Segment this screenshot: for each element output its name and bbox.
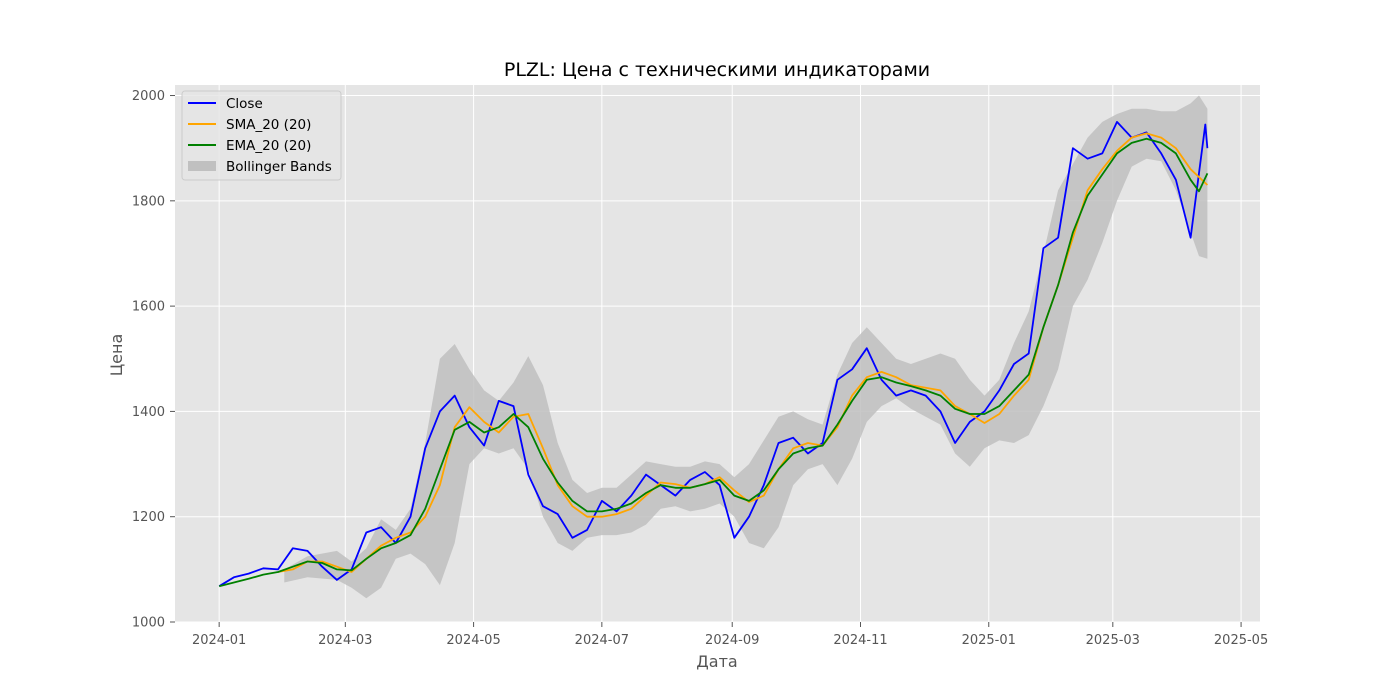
x-axis-title: Дата [696, 652, 737, 671]
y-tick-label: 1400 [132, 405, 165, 420]
bollinger-band [284, 95, 1208, 599]
x-tick-label: 2024-03 [318, 633, 372, 648]
chart-title: PLZL: Цена с техническими индикаторами [504, 59, 930, 81]
y-tick-label: 1800 [132, 194, 165, 209]
x-tick-label: 2025-03 [1086, 633, 1140, 648]
y-tick-label: 1200 [132, 510, 165, 525]
x-tick-label: 2025-05 [1214, 633, 1268, 648]
x-tick-label: 2024-05 [446, 633, 500, 648]
y-tick-label: 1000 [132, 616, 165, 631]
x-tick-label: 2024-11 [833, 633, 887, 648]
legend-swatch [188, 161, 216, 171]
legend-label: EMA_20 (20) [226, 138, 311, 154]
legend-frame [181, 90, 342, 181]
x-tick-label: 2025-01 [962, 633, 1016, 648]
x-axis-ticks: 2024-01 2024-03 2024-05 2024-07 2024-09 2024-… [192, 622, 1268, 648]
x-tick-label: 2024-01 [192, 633, 246, 648]
x-tick-label: 2024-07 [575, 633, 629, 648]
y-axis-title: Цена [107, 334, 126, 377]
legend-label: SMA_20 (20) [226, 117, 311, 133]
x-tick-label: 2024-09 [705, 633, 759, 648]
bollinger-bands-area [284, 95, 1208, 599]
y-tick-label: 2000 [132, 89, 165, 104]
series-line-close [218, 121, 1209, 587]
legend: Close SMA_20 (20) EMA_20 (20) Bollinger Ban… [181, 90, 342, 181]
series-line-ema-20-20 [218, 137, 1209, 588]
legend-label: Bollinger Bands [226, 159, 332, 175]
legend-label: Close [226, 96, 263, 112]
series-lines [218, 121, 1209, 588]
y-axis-ticks: 1000 1200 1400 1600 1800 2000 [132, 89, 175, 631]
y-tick-label: 1600 [132, 300, 165, 315]
